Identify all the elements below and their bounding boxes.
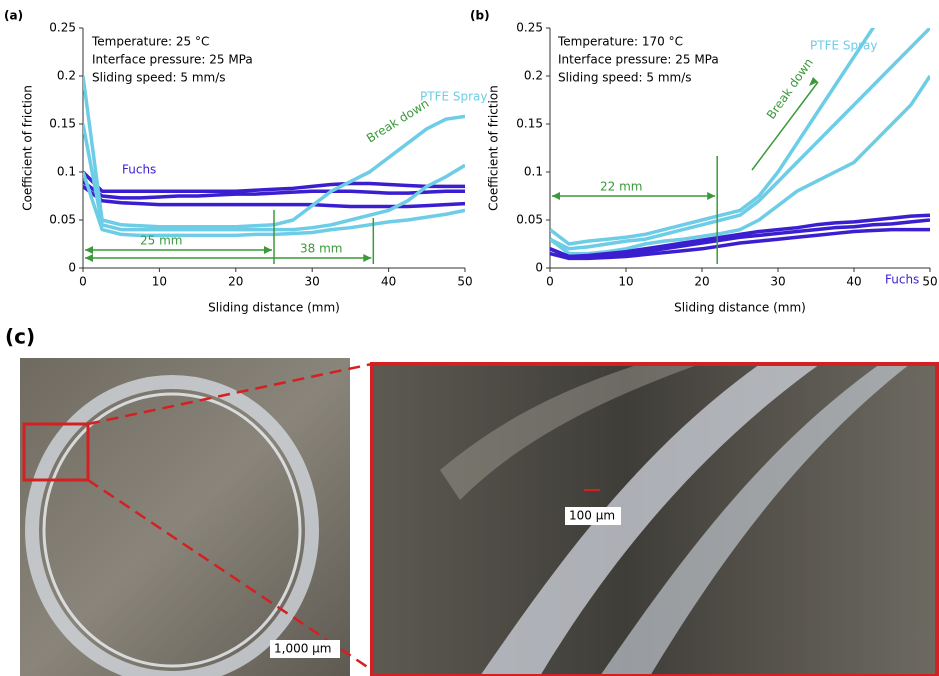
arrow-head: [85, 254, 93, 262]
page: (c) 1,000 µm 100 µm (a) Coefficient of fr…: [0, 0, 939, 676]
arrow-head: [707, 192, 715, 200]
x-tick-label: 30: [770, 275, 785, 289]
scale-bar-label: 100 µm: [569, 509, 615, 523]
condition: Sliding speed: 5 mm/s: [92, 71, 226, 85]
x-tick-label: 20: [694, 275, 709, 289]
condition: Sliding speed: 5 mm/s: [558, 71, 692, 85]
marker-label: 22 mm: [600, 180, 642, 194]
y-axis-label: Coefficient of friction: [21, 85, 35, 211]
x-axis-label: Sliding distance (mm): [674, 301, 806, 315]
x-tick-label: 10: [152, 275, 167, 289]
arrow-head: [363, 254, 371, 262]
y-tick-label: 0.2: [57, 69, 76, 83]
condition: Temperature: 25 °C: [91, 35, 209, 49]
panel-label: (c): [5, 325, 35, 349]
figure: (c) 1,000 µm 100 µm (a) Coefficient of fr…: [0, 0, 939, 676]
condition: Temperature: 170 °C: [557, 35, 683, 49]
series-line: [550, 76, 930, 254]
x-tick-label: 40: [381, 275, 396, 289]
scale-bar-label: 1,000 µm: [274, 642, 332, 656]
panel-label: (b): [470, 9, 490, 23]
condition: Interface pressure: 25 MPa: [92, 53, 253, 67]
y-axis-label: Coefficient of friction: [487, 85, 501, 211]
series-label: PTFE Spray: [420, 90, 488, 104]
y-tick-label: 0: [535, 261, 543, 275]
x-tick-label: 10: [618, 275, 633, 289]
x-tick-label: 40: [846, 275, 861, 289]
x-tick-label: 30: [305, 275, 320, 289]
y-tick-label: 0.1: [524, 165, 543, 179]
y-tick-label: 0.1: [57, 165, 76, 179]
photo-zoom: [372, 364, 937, 676]
y-tick-label: 0.2: [524, 69, 543, 83]
panel-label: (a): [4, 9, 23, 23]
y-tick-label: 0.15: [49, 117, 76, 131]
marker-label: 38 mm: [300, 242, 342, 256]
y-tick-label: 0.25: [516, 21, 543, 35]
y-tick-label: 0.15: [516, 117, 543, 131]
y-tick-label: 0.25: [49, 21, 76, 35]
x-tick-label: 0: [546, 275, 554, 289]
x-tick-label: 20: [228, 275, 243, 289]
y-tick-label: 0.05: [516, 213, 543, 227]
arrow-head: [85, 246, 93, 254]
x-tick-label: 0: [79, 275, 87, 289]
series-label: PTFE Spray: [810, 39, 878, 53]
x-tick-label: 50: [457, 275, 472, 289]
arrow-head: [552, 192, 560, 200]
annotation: Break down: [764, 56, 816, 122]
y-tick-label: 0.05: [49, 213, 76, 227]
annotation: Break down: [364, 96, 431, 145]
arrow-head: [264, 246, 272, 254]
y-tick-label: 0: [68, 261, 76, 275]
series-label: Fuchs: [885, 273, 919, 287]
series-label: Fuchs: [122, 163, 156, 177]
x-axis-label: Sliding distance (mm): [208, 301, 340, 315]
marker-label: 25 mm: [140, 234, 182, 248]
condition: Interface pressure: 25 MPa: [558, 53, 719, 67]
x-tick-label: 50: [922, 275, 937, 289]
